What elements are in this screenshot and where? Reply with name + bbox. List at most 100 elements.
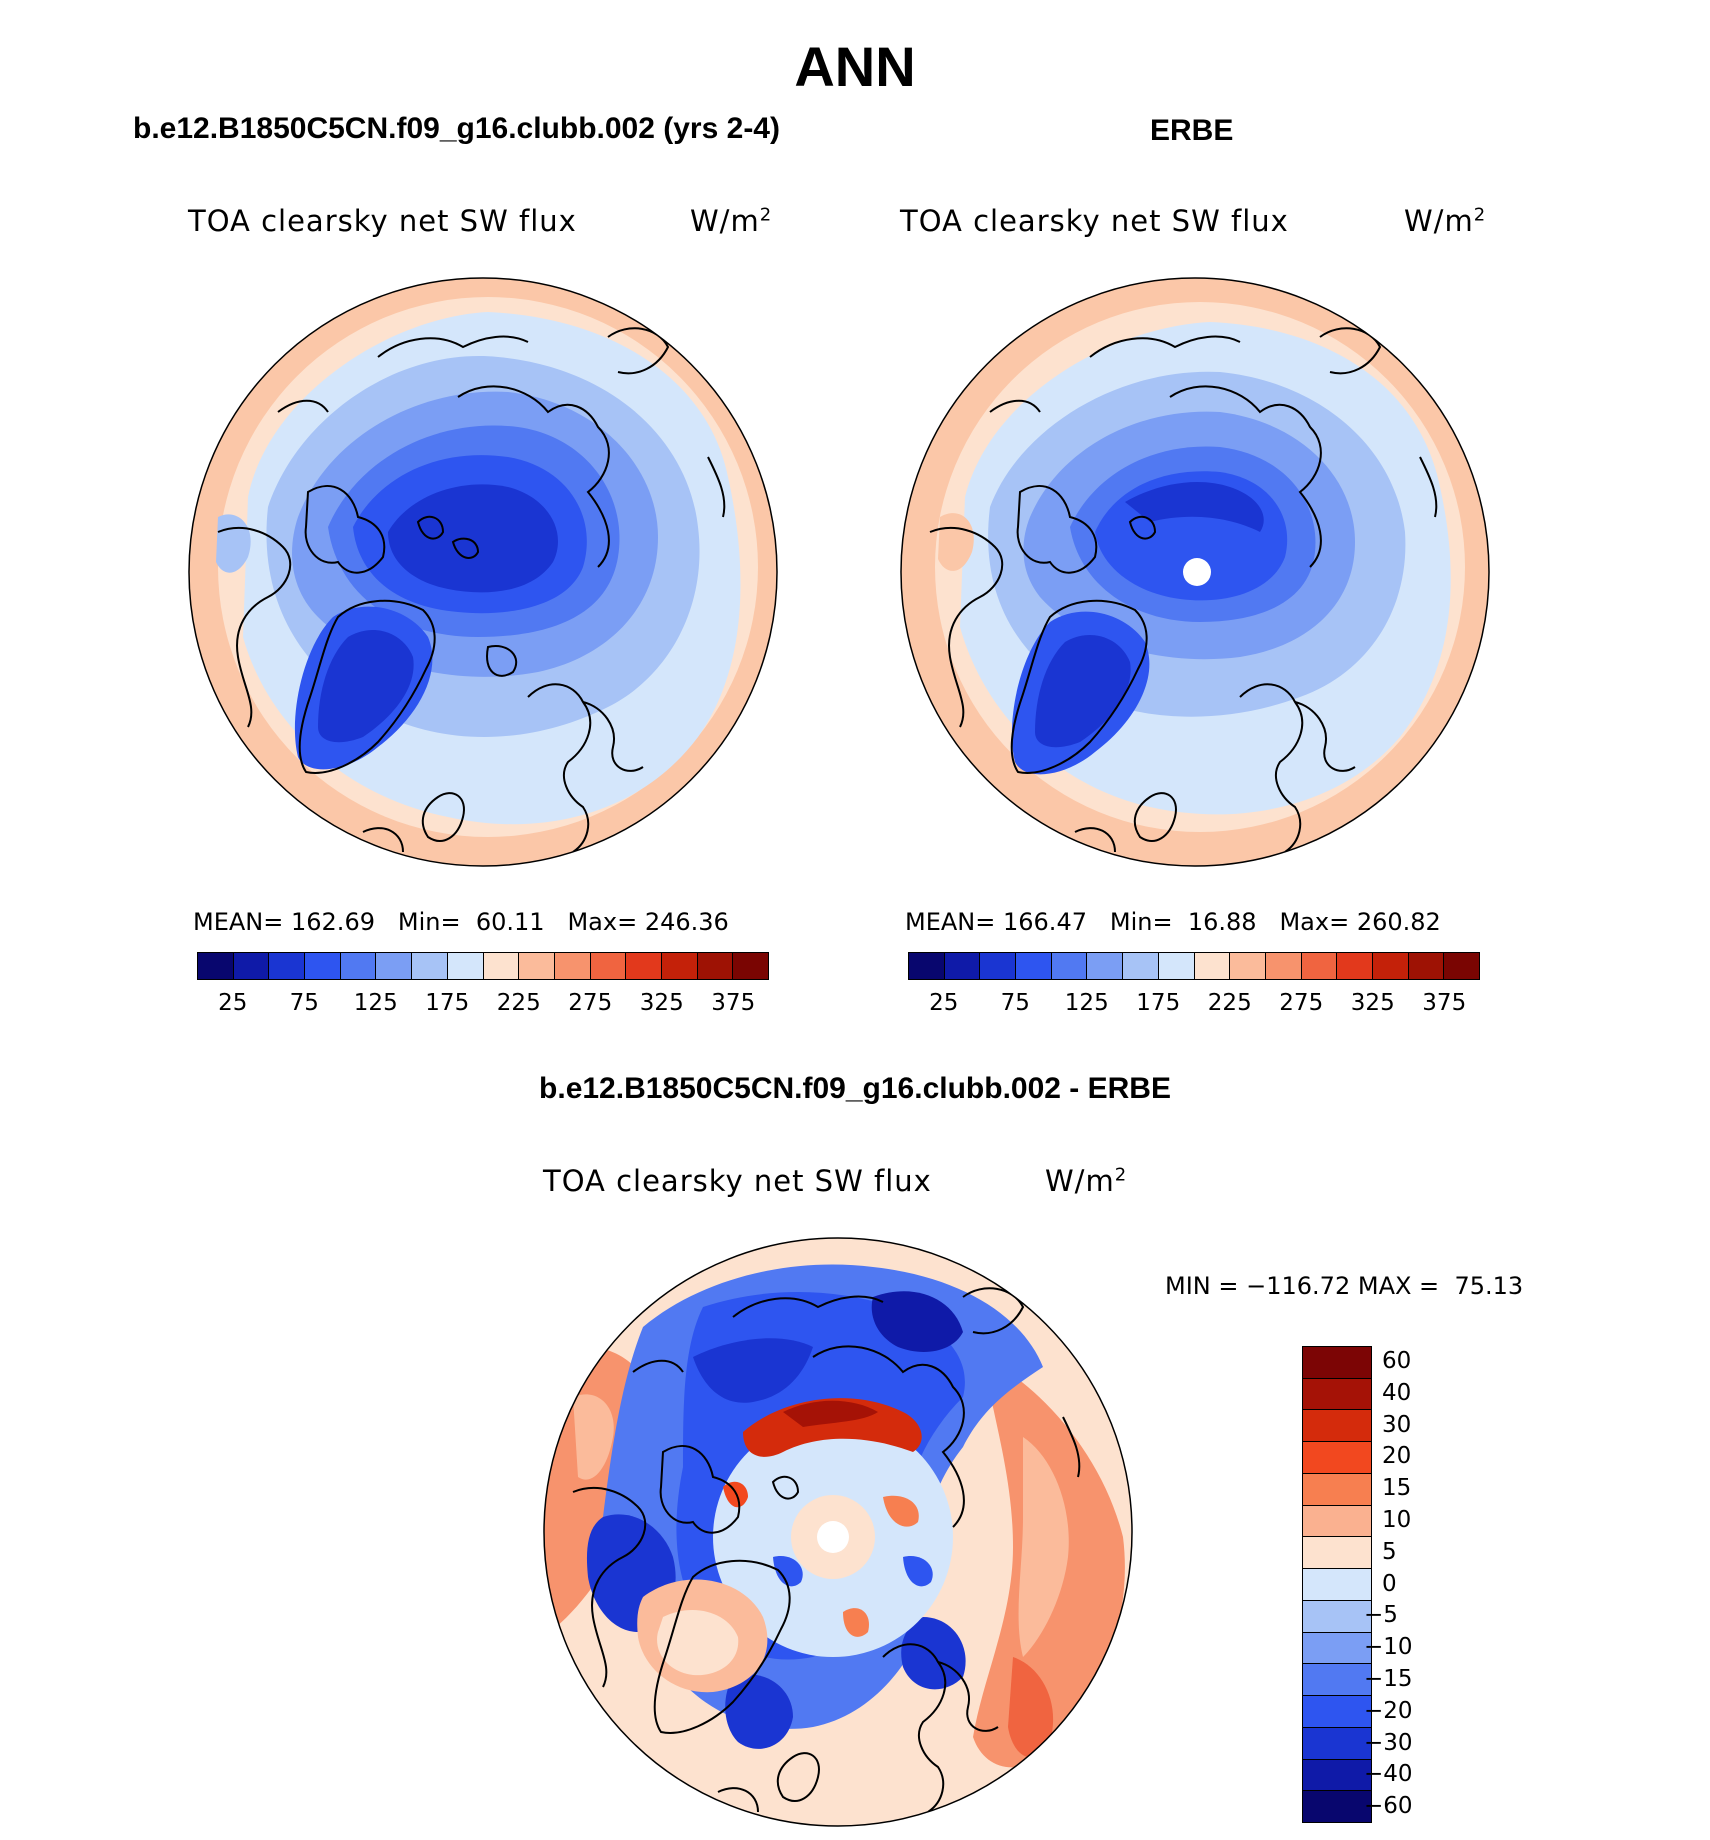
panel-3-colorbar-swatch: [1303, 1791, 1371, 1823]
panel-1-colorbar-swatch: [412, 953, 448, 979]
panel-2-mean-label: MEAN=: [905, 908, 996, 936]
panel-1-colorbar-swatch: [697, 953, 734, 979]
panel-3-colorbar-tick-label: 5: [1382, 1538, 1397, 1565]
panel-3-colorbar-swatch: [1303, 1378, 1371, 1411]
panel-2-colorbar-swatch: [1123, 953, 1159, 979]
panel-1-colorbar-tick-label: 325: [639, 990, 684, 1016]
panel-2-colorbar-swatch: [1372, 953, 1409, 979]
panel-2-colorbar-swatch: [1051, 953, 1088, 979]
panel-2-colorbar-tick-label: 325: [1350, 990, 1395, 1016]
panel-3-colorbar-swatch: [1303, 1473, 1371, 1506]
panel-2-colorbar-swatch: [1408, 953, 1445, 979]
panel-1-colorbar-tick-label: 275: [568, 990, 613, 1016]
panel-1-colorbar-swatch: [340, 953, 377, 979]
panel-1-colorbar-tick-label: 25: [218, 990, 248, 1016]
panel-2-colorbar-tick-label: 225: [1207, 990, 1252, 1016]
panel-2-units: W/m2: [1404, 204, 1486, 238]
panel-2-colorbar-swatch: [1230, 953, 1266, 979]
panel-2-colorbar-tick-label: 25: [929, 990, 959, 1016]
panel-1-units-base: W/m: [690, 204, 760, 238]
panel-1-variable: TOA clearsky net SW flux: [188, 204, 577, 238]
panel-1-colorbar-swatch: [269, 953, 306, 979]
panel-1-stats: MEAN= 162.69 Min= 60.11 Max= 246.36: [193, 908, 729, 936]
panel-2-min-label: Min=: [1109, 908, 1173, 936]
panel-3-colorbar-swatch: [1303, 1569, 1371, 1601]
panel-1-colorbar-swatch: [590, 953, 627, 979]
panel-2-colorbar-swatch: [1194, 953, 1231, 979]
panel-3-colorbar-tick-label: 40: [1382, 1379, 1412, 1406]
panel-1-min: 60.11: [475, 908, 545, 936]
panel-1-colorbar-tick-label: 75: [289, 990, 319, 1016]
panel-1-colorbar-swatch: [198, 953, 234, 979]
figure-title: ANN: [794, 35, 916, 98]
panel-3-colorbar-swatch: [1303, 1727, 1371, 1760]
panel-2-colorbar-tick-label: 75: [1000, 990, 1030, 1016]
panel-3-units-exp: 2: [1114, 1164, 1128, 1186]
panel-2-colorbar-swatch: [1337, 953, 1373, 979]
panel-3-colorbar-ticks: 60 40 30 20 15 10 5 0 −5 −10 −15 −20 −30 −40 −60: [1364, 1346, 1462, 1823]
panel-2-colorbar-tick-label: 375: [1422, 990, 1467, 1016]
panel-2-colorbar-tick-label: 275: [1279, 990, 1324, 1016]
panel-2-units-exp: 2: [1473, 204, 1487, 226]
panel-2-colorbar-swatch: [1158, 953, 1195, 979]
panel-3-colorbar-tick-label: −30: [1364, 1729, 1413, 1756]
panel-1-colorbar-swatch: [233, 953, 270, 979]
panel-1-units: W/m2: [690, 204, 772, 238]
panel-1-colorbar-swatch: [376, 953, 413, 979]
panel-3-units: W/m2: [1045, 1164, 1127, 1198]
panel-2-max-label: Max=: [1279, 908, 1350, 936]
panel-1-min-label: Min=: [397, 908, 461, 936]
panel-3-colorbar-tick-label: −40: [1364, 1761, 1413, 1788]
panel-2-variable: TOA clearsky net SW flux: [900, 204, 1289, 238]
panel-3-colorbar-swatch: [1303, 1600, 1371, 1633]
panel-3-colorbar-tick-label: 20: [1382, 1443, 1412, 1470]
panel-3-colorbar-tick-label: 30: [1382, 1411, 1412, 1438]
panel-2-colorbar-swatch: [980, 953, 1017, 979]
panel-1-colorbar-swatch: [519, 953, 555, 979]
panel-1-mean-label: MEAN=: [193, 908, 284, 936]
panel-1-colorbar-swatch: [305, 953, 341, 979]
panel-2-colorbar-swatch: [1444, 953, 1479, 979]
panel-1-colorbar-swatch: [626, 953, 662, 979]
panel-1-colorbar-tick-label: 375: [711, 990, 756, 1016]
panel-1-colorbar-swatch: [483, 953, 520, 979]
panel-2-colorbar-swatch: [944, 953, 981, 979]
panel-3-colorbar-tick-label: 60: [1382, 1347, 1412, 1374]
panel-2-colorbar-swatch: [909, 953, 945, 979]
panel-2-units-base: W/m: [1404, 204, 1474, 238]
panel-2-mean: 166.47: [1003, 908, 1087, 936]
panel-3-case-title: b.e12.B1850C5CN.f09_g16.clubb.002 - ERBE: [539, 1072, 1171, 1105]
panel-3-colorbar-tick-label: −10: [1364, 1634, 1413, 1661]
panel-3-max-label: MAX =: [1357, 1272, 1440, 1300]
panel-1-colorbar-swatch: [733, 953, 768, 979]
panel-2-colorbar-swatch: [1265, 953, 1302, 979]
panel-3-variable: TOA clearsky net SW flux: [543, 1164, 932, 1198]
panel-3-colorbar-swatch: [1303, 1505, 1371, 1538]
panel-1-units-exp: 2: [759, 204, 773, 226]
panel-1-colorbar-ticks: 25 75 125 175 225 275 325 375: [197, 990, 769, 1020]
panel-3-colorbar-swatch: [1303, 1410, 1371, 1443]
panel-2-stats: MEAN= 166.47 Min= 16.88 Max= 260.82: [905, 908, 1441, 936]
panel-1-map: [188, 277, 778, 867]
panel-1-colorbar-tick-label: 125: [353, 990, 398, 1016]
panel-3-colorbar-tick-label: −60: [1364, 1793, 1413, 1820]
panel-3-min: −116.72: [1246, 1272, 1351, 1300]
panel-1-max: 246.36: [644, 908, 729, 936]
panel-3-colorbar-tick-label: 10: [1382, 1506, 1412, 1533]
panel-3-units-base: W/m: [1045, 1164, 1115, 1198]
panel-3-max: 75.13: [1454, 1272, 1524, 1300]
panel-3-colorbar-swatch: [1303, 1632, 1371, 1665]
panel-3-colorbar: [1302, 1346, 1372, 1823]
panel-2-min: 16.88: [1187, 908, 1257, 936]
panel-2-colorbar-tick-label: 175: [1136, 990, 1181, 1016]
panel-1-mean: 162.69: [291, 908, 375, 936]
panel-2-colorbar-tick-label: 125: [1064, 990, 1109, 1016]
panel-2-colorbar-swatch: [1301, 953, 1338, 979]
panel-1-max-label: Max=: [567, 908, 638, 936]
panel-1-colorbar-swatch: [554, 953, 591, 979]
panel-3-min-label: MIN =: [1165, 1272, 1239, 1300]
panel-1-colorbar-tick-label: 175: [425, 990, 470, 1016]
panel-1-colorbar-swatch: [447, 953, 484, 979]
panel-1-colorbar: [197, 952, 769, 980]
panel-1-case-title: b.e12.B1850C5CN.f09_g16.clubb.002 (yrs 2…: [133, 112, 780, 145]
